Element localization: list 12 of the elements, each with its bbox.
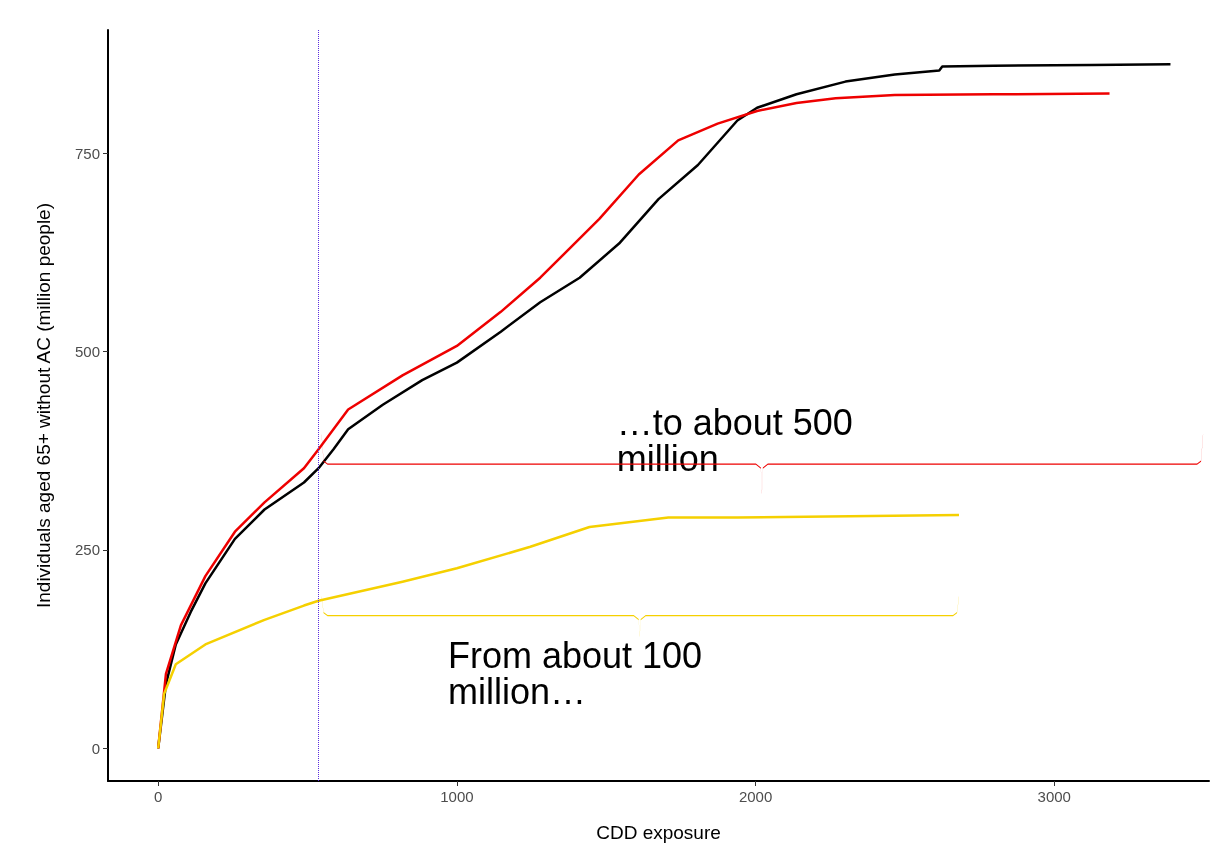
annotation: From about 100 million… — [447, 634, 713, 712]
x-tick-label: 0 — [154, 788, 163, 805]
x-tick-label: 2000 — [738, 788, 773, 805]
x-tick-label: 1000 — [440, 788, 474, 805]
line-series — [156, 513, 961, 750]
y-tick-label: 500 — [74, 343, 100, 361]
y-axis-title: Individuals aged 65+ without AC (million people) — [33, 202, 54, 609]
y-tick-label: 750 — [74, 144, 100, 162]
x-axis-title: CDD exposure — [596, 822, 721, 843]
y-tick-label: 250 — [74, 541, 100, 559]
x-tick-label: 3000 — [1037, 788, 1071, 805]
y-tick-label: 0 — [91, 739, 100, 757]
